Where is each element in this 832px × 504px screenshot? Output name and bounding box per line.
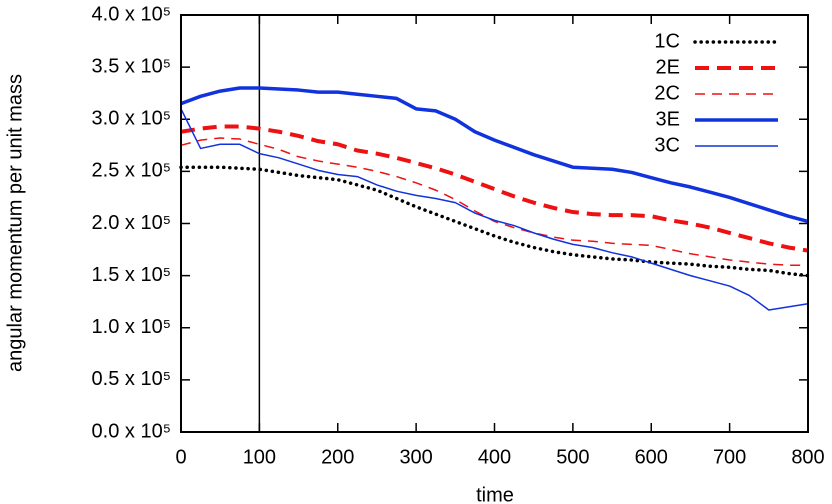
legend-label: 2C xyxy=(654,82,680,104)
x-tick-label: 400 xyxy=(478,446,511,468)
legend-label: 3E xyxy=(656,108,680,130)
series-line xyxy=(180,86,809,224)
x-tick-label: 200 xyxy=(321,446,354,468)
x-tick-label: 100 xyxy=(243,446,276,468)
y-tick-label: 2.0 x 10⁵ xyxy=(92,212,171,234)
x-tick-label: 800 xyxy=(791,446,824,468)
x-tick-label: 700 xyxy=(713,446,746,468)
x-tick-label: 600 xyxy=(635,446,668,468)
series-line xyxy=(180,137,808,266)
x-axis-label: time xyxy=(476,484,514,504)
y-tick-label: 0.0 x 10⁵ xyxy=(92,420,171,442)
series-line xyxy=(180,124,809,253)
x-tick-label: 500 xyxy=(556,446,589,468)
y-tick-label: 4.0 x 10⁵ xyxy=(92,3,171,25)
x-tick-label: 300 xyxy=(399,446,432,468)
y-tick-label: 0.5 x 10⁵ xyxy=(92,368,171,390)
series-line xyxy=(180,108,809,311)
y-tick-label: 1.0 x 10⁵ xyxy=(92,316,171,338)
plot-frame xyxy=(180,14,809,433)
legend-label: 1C xyxy=(654,30,680,52)
y-tick-label: 3.5 x 10⁵ xyxy=(92,55,171,77)
legend-label: 2E xyxy=(656,56,680,78)
y-tick-label: 3.0 x 10⁵ xyxy=(92,108,171,130)
y-axis-label: angular momentum per unit mass xyxy=(4,74,26,372)
series-line xyxy=(179,165,810,278)
y-tick-label: 1.5 x 10⁵ xyxy=(92,264,171,286)
x-tick-label: 0 xyxy=(175,446,186,468)
y-tick-label: 2.5 x 10⁵ xyxy=(92,160,171,182)
legend-label: 3C xyxy=(654,134,680,156)
